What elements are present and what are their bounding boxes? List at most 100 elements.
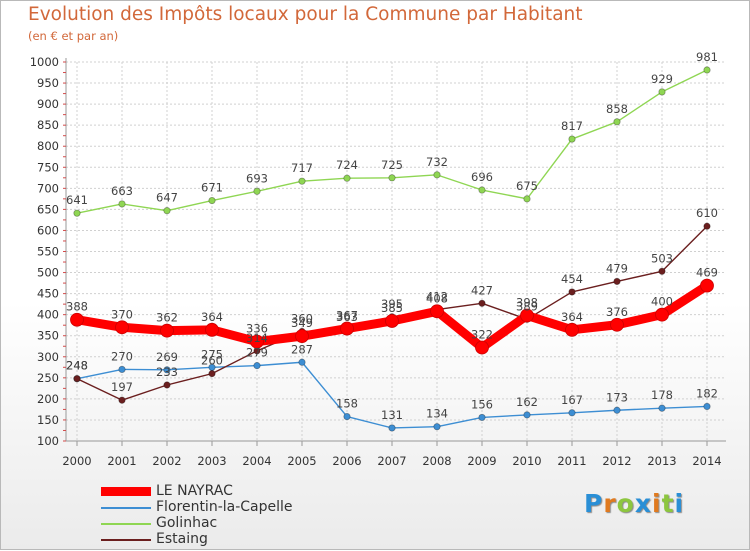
legend-swatch-estaing [101,539,151,541]
data-point-florentin-la-capelle-2013 [659,405,665,411]
data-label-estaing-2000: 248 [66,359,88,373]
data-point-florentin-la-capelle-2008 [434,423,440,429]
data-label-estaing-2007: 395 [381,297,403,311]
data-point-estaing-2003 [209,370,215,376]
data-label-le-nayrac-2012: 376 [606,305,628,319]
data-point-estaing-2002 [164,382,170,388]
y-tick-label-300: 300 [37,350,59,364]
data-label-estaing-2001: 197 [111,380,133,394]
data-label-golinhac-2001: 663 [111,184,133,198]
data-point-golinhac-2011 [569,136,575,142]
data-label-golinhac-2014: 981 [696,50,718,64]
data-label-estaing-2011: 454 [561,272,583,286]
data-point-golinhac-2014 [704,67,710,73]
data-label-le-nayrac-2000: 388 [66,300,88,314]
y-tick-label-900: 900 [37,97,59,111]
data-label-estaing-2006: 363 [336,310,358,324]
line-chart: 1001502002503003504004505005506006507007… [1,1,750,551]
legend-label-golinhac: Golinhac [156,515,217,531]
data-point-florentin-la-capelle-2006 [344,413,350,419]
x-tick-label-2013: 2013 [647,454,676,468]
y-tick-label-750: 750 [37,160,59,174]
data-point-golinhac-2001 [119,201,125,207]
data-label-golinhac-2012: 858 [606,102,628,116]
data-label-golinhac-2013: 929 [651,72,673,86]
data-label-le-nayrac-2001: 370 [111,307,133,321]
data-point-florentin-la-capelle-2012 [614,407,620,413]
y-tick-label-200: 200 [37,392,59,406]
y-tick-label-150: 150 [37,413,59,427]
proxiti-logo: Proxiti [584,489,684,518]
data-point-golinhac-2010 [524,196,530,202]
data-point-florentin-la-capelle-2009 [479,414,485,420]
y-tick-label-650: 650 [37,202,59,216]
legend-swatch-le-nayrac [101,487,151,496]
data-point-florentin-la-capelle-2011 [569,410,575,416]
data-point-florentin-la-capelle-2010 [524,412,530,418]
data-label-le-nayrac-2013: 400 [651,295,673,309]
data-point-estaing-2011 [569,289,575,295]
data-label-estaing-2002: 233 [156,365,178,379]
data-label-florentin-la-capelle-2013: 178 [651,388,673,402]
data-point-golinhac-2008 [434,172,440,178]
legend-swatch-golinhac [101,523,151,525]
data-label-golinhac-2005: 717 [291,161,313,175]
data-label-florentin-la-capelle-2009: 156 [471,397,493,411]
data-point-estaing-2001 [119,397,125,403]
data-point-le-nayrac-2012 [611,318,624,331]
logo-letter: o [617,489,635,518]
data-label-estaing-2010: 389 [516,299,538,313]
x-tick-label-2007: 2007 [377,454,406,468]
x-tick-label-2008: 2008 [422,454,451,468]
legend-swatch-florentin-la-capelle [101,507,151,509]
data-point-le-nayrac-2007 [386,314,399,327]
y-tick-label-800: 800 [37,139,59,153]
data-label-le-nayrac-2009: 322 [471,328,493,342]
y-tick-label-550: 550 [37,245,59,259]
x-tick-label-2005: 2005 [287,454,316,468]
y-tick-label-850: 850 [37,118,59,132]
y-tick-label-1000: 1000 [30,55,59,69]
y-tick-label-950: 950 [37,76,59,90]
y-tick-label-400: 400 [37,308,59,322]
data-point-golinhac-2000 [74,210,80,216]
data-label-estaing-2008: 412 [426,290,448,304]
data-label-florentin-la-capelle-2008: 134 [426,407,448,421]
data-point-le-nayrac-2011 [566,323,579,336]
data-point-estaing-2000 [74,375,80,381]
data-label-le-nayrac-2003: 364 [201,310,223,324]
data-point-golinhac-2006 [344,175,350,181]
data-label-golinhac-2004: 693 [246,171,268,185]
x-tick-label-2000: 2000 [62,454,91,468]
data-label-golinhac-2000: 641 [66,193,88,207]
y-tick-label-700: 700 [37,181,59,195]
data-point-florentin-la-capelle-2005 [299,359,305,365]
data-label-le-nayrac-2014: 469 [696,266,718,280]
data-label-florentin-la-capelle-2012: 173 [606,390,628,404]
x-tick-label-2004: 2004 [242,454,271,468]
data-point-golinhac-2004 [254,188,260,194]
data-point-estaing-2009 [479,300,485,306]
data-point-florentin-la-capelle-2001 [119,366,125,372]
data-label-florentin-la-capelle-2002: 269 [156,350,178,364]
data-point-florentin-la-capelle-2004 [254,362,260,368]
data-label-florentin-la-capelle-2004: 279 [246,346,268,360]
x-tick-label-2006: 2006 [332,454,361,468]
x-tick-label-2003: 2003 [197,454,226,468]
x-tick-label-2012: 2012 [602,454,631,468]
x-tick-label-2002: 2002 [152,454,181,468]
data-label-florentin-la-capelle-2005: 287 [291,342,313,356]
logo-letter: r [603,489,616,518]
data-point-le-nayrac-2000 [71,313,84,326]
data-label-estaing-2009: 427 [471,283,493,297]
data-point-golinhac-2009 [479,187,485,193]
data-label-golinhac-2007: 725 [381,158,403,172]
data-label-florentin-la-capelle-2014: 182 [696,386,718,400]
data-label-golinhac-2008: 732 [426,155,448,169]
logo-letter: i [675,489,685,518]
data-label-golinhac-2010: 675 [516,179,538,193]
data-point-le-nayrac-2003 [206,323,219,336]
data-point-estaing-2014 [704,223,710,229]
data-point-le-nayrac-2009 [476,341,489,354]
legend-label-florentin-la-capelle: Florentin-la-Capelle [156,499,293,515]
